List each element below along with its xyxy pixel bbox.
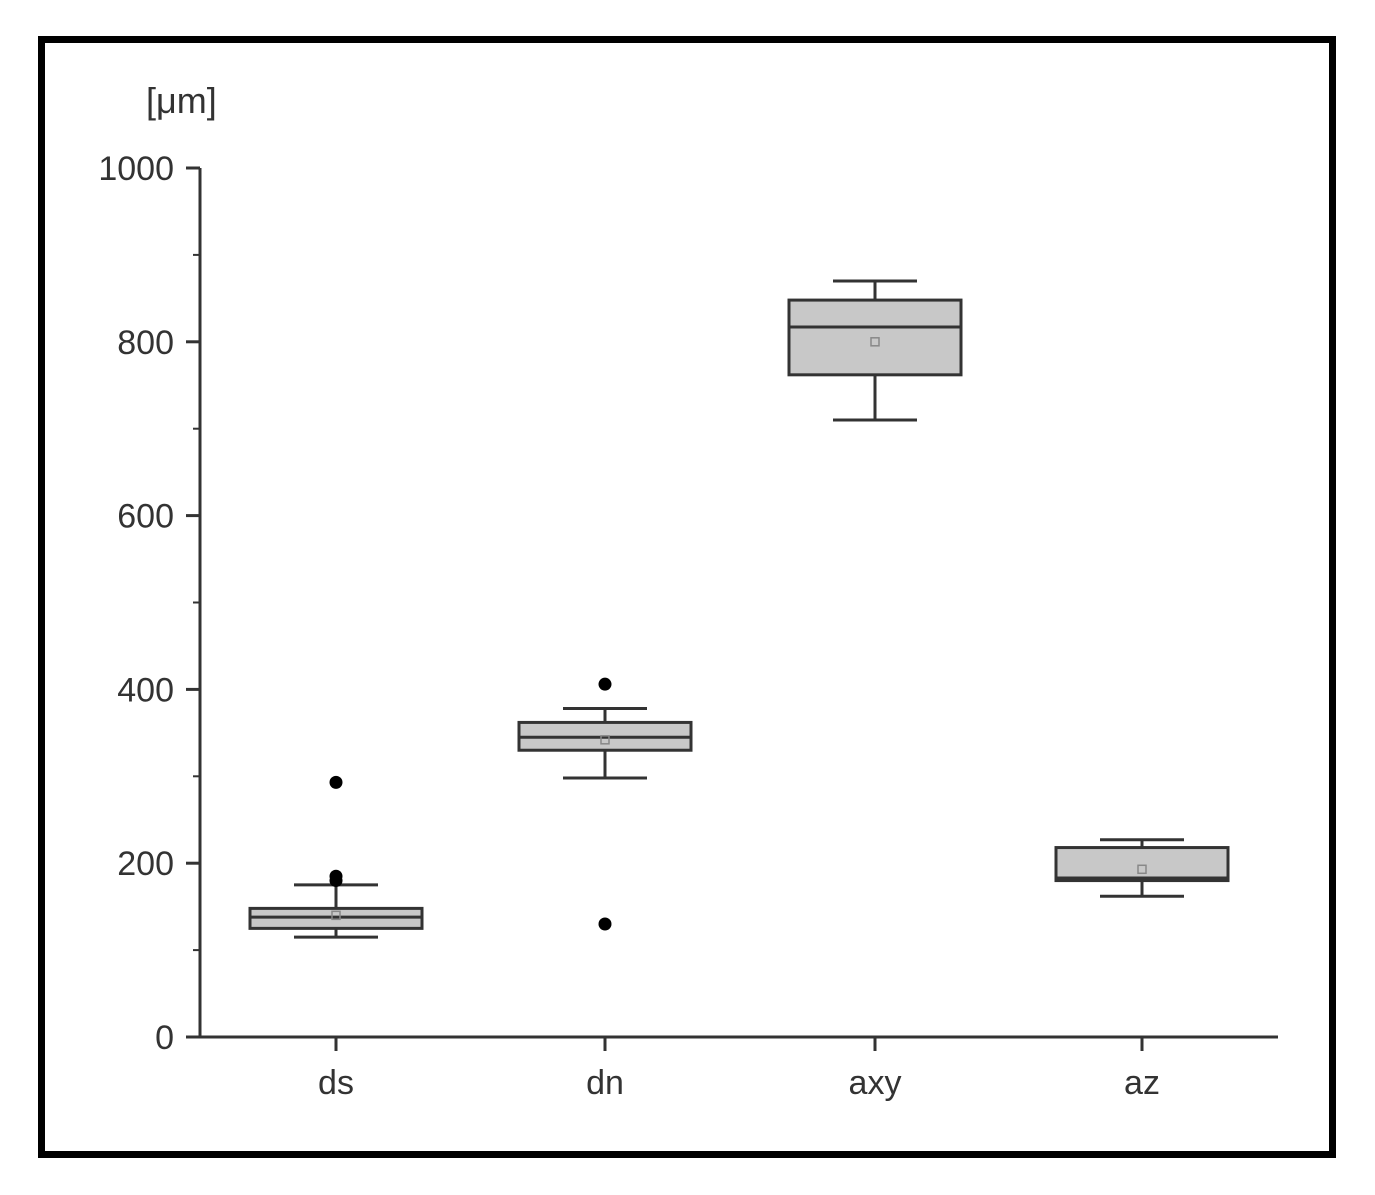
y-tick-label: 200 xyxy=(117,845,174,883)
mean-marker xyxy=(331,910,341,921)
outlier-point xyxy=(598,917,612,931)
y-axis-unit-label: [μm] xyxy=(146,80,217,121)
figure-frame xyxy=(38,36,1336,1158)
y-tick-label: 800 xyxy=(117,324,174,362)
mean-marker xyxy=(870,337,880,347)
x-category-label: dn xyxy=(586,1064,624,1102)
outlier-point xyxy=(598,677,612,691)
box-az xyxy=(1054,846,1230,883)
y-tick-label: 400 xyxy=(117,671,174,709)
mean-marker xyxy=(600,735,610,745)
x-category-label: axy xyxy=(849,1064,902,1102)
x-category-label: az xyxy=(1124,1064,1160,1102)
outlier-point xyxy=(329,869,343,883)
outlier-point xyxy=(329,775,343,789)
y-tick-label: 1000 xyxy=(98,150,174,188)
x-category-label: ds xyxy=(318,1064,354,1102)
mean-marker xyxy=(1137,864,1147,875)
y-tick-label: 600 xyxy=(117,498,174,536)
y-tick-label: 0 xyxy=(155,1019,174,1057)
